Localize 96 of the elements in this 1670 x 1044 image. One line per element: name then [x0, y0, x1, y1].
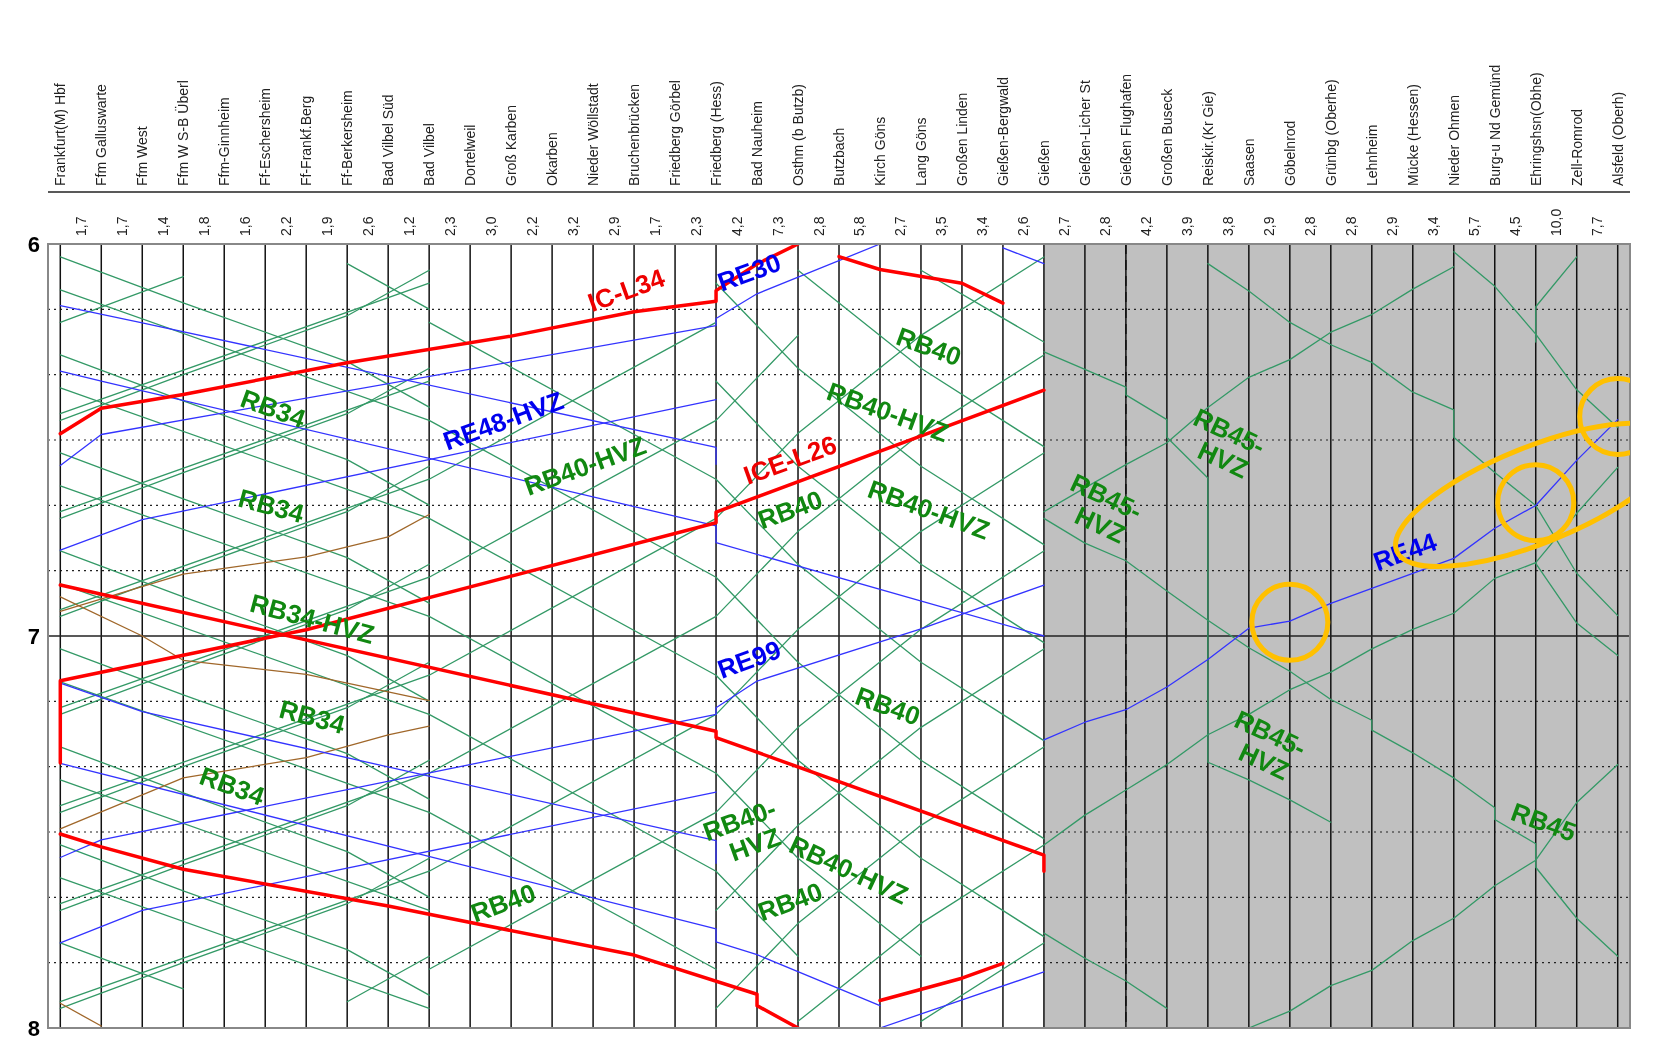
- x-tick-label: Gießen: [1035, 140, 1052, 186]
- text: 2,6: [1015, 216, 1032, 236]
- text: 1,7: [646, 216, 663, 236]
- annotation: RB40: [753, 484, 827, 536]
- annotation: RB34: [235, 482, 308, 530]
- x-tick-label: Alsfeld (Oberh): [1609, 91, 1626, 186]
- x-tick-label: Groß Karben: [503, 105, 520, 186]
- x-tick-label: Ffm West: [134, 126, 151, 186]
- text: 7,3: [769, 216, 786, 236]
- x-tick-label: Ffm W S-B Überl: [174, 80, 192, 186]
- text: 3,9: [1179, 216, 1196, 236]
- text: 4,2: [728, 216, 745, 236]
- x-tick-label: Friedberg (Hess): [708, 80, 725, 186]
- annotation: RB45- HVZ: [1189, 402, 1270, 485]
- text: 4,5: [1507, 216, 1524, 236]
- annotation: RB45: [1507, 796, 1580, 848]
- text: 2,8: [810, 216, 827, 236]
- x-tick-label: Mücke (Hessen): [1404, 84, 1421, 186]
- annotation: RB34: [195, 760, 269, 812]
- text: 1,7: [113, 216, 130, 236]
- text: 4,2: [1138, 216, 1155, 236]
- x-tick-label: Zell-Romrod: [1568, 108, 1585, 186]
- y-tick-label: 7: [27, 623, 40, 649]
- text: 1,9: [318, 216, 335, 236]
- x-tick-label: Kirch Göns: [871, 116, 888, 186]
- x-tick-label: Ehringshsn(Obhe): [1527, 72, 1544, 186]
- x-tick-label: Lehnheim: [1363, 124, 1380, 186]
- x-tick-label: Gießen Flughafen: [1117, 73, 1134, 186]
- annotation: RE99: [713, 634, 785, 685]
- annotation: RB40: [466, 877, 540, 929]
- x-tick-label: Butzbach: [831, 127, 847, 186]
- annotation: RB34: [236, 383, 310, 435]
- text: 3,5: [933, 216, 950, 236]
- x-tick-label: Ff-Frankf.Berg: [298, 95, 315, 186]
- x-tick-label: Okarben: [544, 132, 561, 186]
- x-tick-label: Gießen-Licher St: [1076, 80, 1093, 186]
- text: 2,8: [1097, 216, 1114, 236]
- text: 2,2: [277, 216, 294, 236]
- x-tick-label: Gießen-Bergwald: [994, 77, 1011, 186]
- x-tick-label: Großen Buseck: [1158, 87, 1175, 186]
- text: 2,8: [1343, 216, 1360, 236]
- x-tick-label: Friedberg Görbel: [667, 80, 684, 186]
- annotation: RE30: [713, 246, 785, 298]
- text: 2,2: [523, 216, 540, 236]
- text: 1,4: [154, 216, 171, 236]
- x-tick-label: Burg-u Nd Gemünd: [1486, 64, 1503, 186]
- text: 2,7: [1056, 216, 1073, 236]
- text: 2,3: [687, 216, 704, 236]
- x-tick-label: Reiskir.(Kr Gie): [1199, 91, 1216, 186]
- annotation: RB45- HVZ: [1230, 704, 1311, 787]
- x-tick-label: Osthm (b Butzb): [790, 84, 807, 186]
- x-tick-label: Saasen: [1240, 138, 1257, 186]
- text: 2,7: [892, 216, 909, 236]
- text: 2,3: [441, 216, 458, 236]
- text: 3,4: [974, 216, 991, 236]
- annotation: RB40- HVZ: [699, 793, 785, 868]
- x-tick-label: Grünbg (Oberhe): [1322, 79, 1339, 186]
- text: 2,9: [1261, 216, 1278, 236]
- annotation: RB34: [276, 693, 349, 741]
- annotation: RB45- HVZ: [1066, 467, 1147, 550]
- text: 3,0: [482, 216, 499, 236]
- text: 5,7: [1466, 216, 1483, 236]
- text: 3,8: [1220, 216, 1237, 236]
- text: 2,6: [359, 216, 376, 236]
- x-tick-label: Bruchenbrücken: [626, 84, 643, 186]
- annotation: RB40: [851, 680, 925, 732]
- text: 1,7: [72, 216, 89, 236]
- text: 5,8: [851, 216, 868, 236]
- annotation: RB40: [892, 321, 966, 373]
- text: 3,4: [1425, 216, 1442, 236]
- x-tick-label: Ffm-Ginnheim: [216, 97, 233, 186]
- x-tick-label: Bad Vilbel: [421, 123, 438, 186]
- text: 1,8: [195, 216, 212, 236]
- x-tick-label: Lang Göns: [912, 117, 929, 186]
- x-tick-label: Ffm Galluswarte: [93, 83, 110, 186]
- text: 10,0: [1548, 208, 1565, 236]
- y-tick-label: 6: [27, 231, 40, 257]
- annotation: IC-L34: [583, 262, 670, 318]
- x-tick-label: Dortelweil: [462, 124, 479, 186]
- text: 1,6: [236, 216, 253, 236]
- text: 1,2: [400, 216, 417, 236]
- text: 2,8: [1302, 216, 1319, 236]
- x-tick-label: Bad Nauheim: [749, 101, 766, 186]
- x-tick-label: Nieder Ohmen: [1445, 94, 1462, 186]
- text: 2,9: [1384, 216, 1401, 236]
- x-tick-label: Ff-Berkersheim: [339, 90, 356, 186]
- y-tick-label: 8: [27, 1015, 40, 1041]
- x-tick-label: Bad Vilbel Süd: [380, 94, 397, 186]
- x-tick-label: Nieder Wöllstadt: [585, 83, 602, 186]
- text: 7,7: [1589, 216, 1606, 236]
- x-tick-label: Ff-Eschersheim: [257, 87, 274, 186]
- x-tick-label: Göbelnrod: [1281, 120, 1298, 186]
- x-tick-label: Frankfurt(M) Hbf: [52, 83, 69, 186]
- text: 3,2: [564, 216, 581, 236]
- text: 2,9: [605, 216, 622, 236]
- x-tick-label: Großen Linden: [953, 92, 970, 186]
